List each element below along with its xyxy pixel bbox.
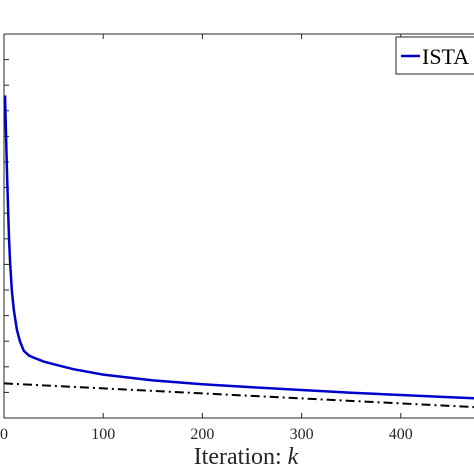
legend: ISTA — [395, 36, 474, 75]
x-tick-label: 200 — [190, 426, 214, 443]
x-axis-title: Iteration: k — [194, 444, 299, 470]
x-tick-label: 0 — [0, 426, 8, 443]
legend-label-ista: ISTA — [422, 44, 469, 69]
series-line-dashdot — [3, 382, 474, 409]
x-tick-label: 400 — [389, 426, 413, 443]
x-axis-title-variable: k — [288, 444, 299, 470]
series-line-ista — [3, 95, 474, 400]
series-layer — [3, 95, 474, 409]
x-tick-label: 300 — [290, 426, 314, 443]
x-tick-label: 100 — [91, 426, 115, 443]
x-axis-title-text: Iteration: — [194, 444, 288, 470]
plot-axes — [3, 33, 474, 419]
tick-labels: 0 100 200 300 400 — [0, 426, 413, 443]
